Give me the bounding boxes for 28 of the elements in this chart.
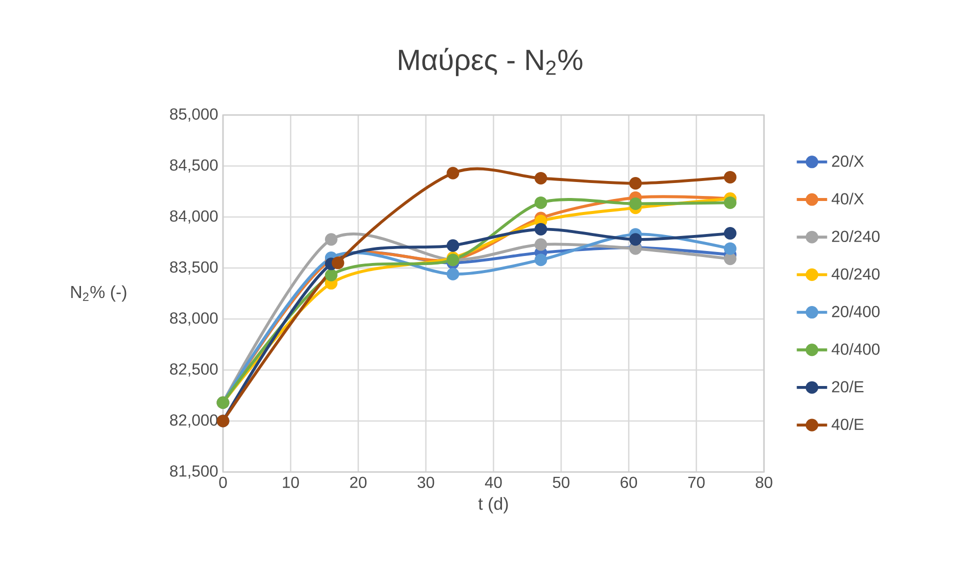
chart-title: Μαύρες - N$_{2}$% <box>399 48 582 76</box>
legend-label: 20/240 <box>832 230 880 242</box>
x-tick-label: 80 <box>756 476 772 488</box>
x-tick-label: 0 <box>219 476 227 488</box>
x-tick-label: 50 <box>552 476 570 488</box>
x-tick-label: 60 <box>620 476 638 488</box>
x-axis-title: t (d) <box>478 497 508 514</box>
y-axis-title: N$_{2}$% (-) <box>71 285 126 302</box>
legend-label: 40/240 <box>832 268 880 280</box>
legend-label: 40/400 <box>832 343 880 355</box>
x-tick-label: 40 <box>484 476 502 488</box>
x-tick-label: 10 <box>282 476 299 488</box>
y-tick-label: 81,500 <box>170 465 218 479</box>
y-tick-label: 84,000 <box>170 210 218 224</box>
legend-label: 20/E <box>832 380 864 392</box>
legend-label: 40/X <box>832 192 864 204</box>
y-tick-label: 82,500 <box>170 363 218 377</box>
y-tick-label: 83,000 <box>170 312 218 326</box>
x-tick-label: 30 <box>418 476 434 488</box>
y-tick-label: 82,000 <box>170 414 218 428</box>
legend-label: 20/X <box>832 155 864 167</box>
legend-label: 40/E <box>832 418 864 430</box>
y-tick-label: 83,500 <box>170 261 218 275</box>
y-tick-label: 85,000 <box>170 108 218 122</box>
legend-label: 20/400 <box>832 306 880 318</box>
x-tick-label: 20 <box>350 476 367 488</box>
y-tick-label: 84,500 <box>170 159 218 173</box>
x-tick-label: 70 <box>688 476 705 488</box>
